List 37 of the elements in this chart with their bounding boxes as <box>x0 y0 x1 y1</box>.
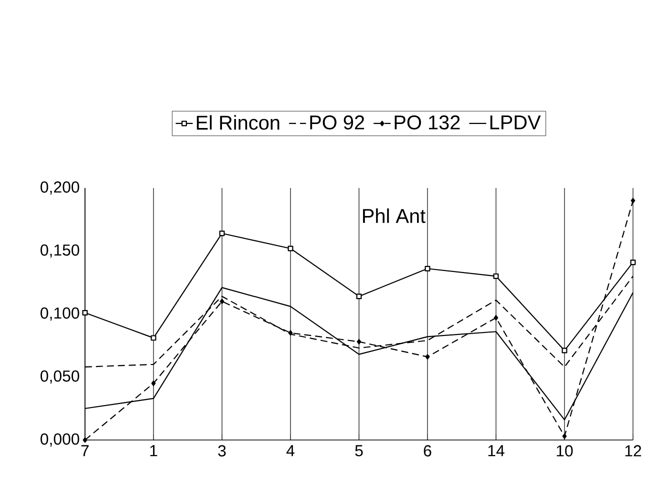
point <box>82 310 88 316</box>
point <box>356 338 362 344</box>
x-tick-label: 10 <box>556 445 573 456</box>
x-tick-label: 4 <box>286 445 294 456</box>
annotation: Phl Ant <box>363 208 426 224</box>
legend-label: LPDV <box>490 116 541 130</box>
point <box>630 260 636 266</box>
point <box>82 437 88 443</box>
point <box>630 198 636 204</box>
point <box>219 230 225 236</box>
point <box>493 273 499 279</box>
point <box>288 330 293 336</box>
x-tick-label: 3 <box>218 445 226 456</box>
legend-label: PO 132 <box>394 115 460 130</box>
point <box>424 266 430 272</box>
point <box>562 348 568 354</box>
legend-label: PO 92 <box>310 115 364 130</box>
x-tick-label: 6 <box>424 445 432 456</box>
y-tick-label: 0,150 <box>40 244 80 258</box>
point <box>150 335 156 341</box>
y-tick-label: 0,100 <box>40 307 80 321</box>
x-tick-label: 12 <box>625 445 642 456</box>
point <box>220 298 224 304</box>
y-tick-label: 0,050 <box>40 370 80 384</box>
x-tick-label: 14 <box>488 445 504 456</box>
point <box>562 433 567 439</box>
y-tick-label: 0,200 <box>40 181 80 195</box>
x-tick-label: 5 <box>355 445 363 456</box>
point <box>151 380 156 386</box>
x-tick-label: 7 <box>81 445 89 456</box>
x-tick-label: 1 <box>150 445 158 456</box>
point <box>356 294 362 300</box>
point <box>425 354 430 360</box>
point <box>494 315 498 321</box>
legend-label: El Rincon <box>196 115 280 130</box>
point <box>288 246 294 252</box>
y-tick-label: 0,000 <box>40 433 80 447</box>
